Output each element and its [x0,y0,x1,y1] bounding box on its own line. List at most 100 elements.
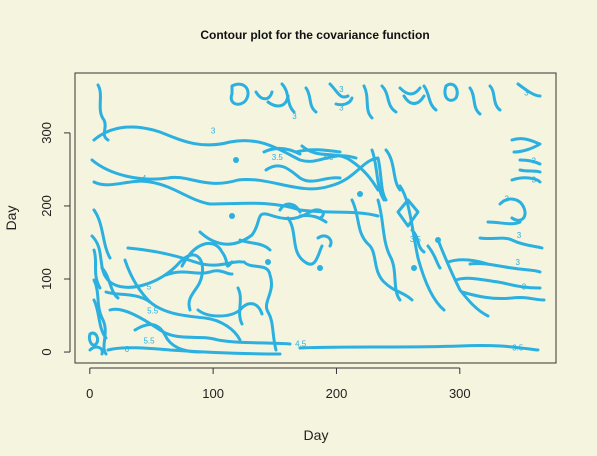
contour-line [106,346,282,356]
contour-line [180,242,234,268]
y-axis: 0 100 200 300 [39,122,71,356]
contour-line [286,216,324,266]
contour-point [229,213,235,219]
contour-line [518,168,542,174]
contour-line [229,82,250,106]
contour-line [362,84,374,120]
contour-line [510,176,542,184]
x-tick-label: 100 [202,386,224,401]
y-axis-title: Day [3,206,19,231]
contour-line [422,84,438,112]
contour-label: 4 [142,174,147,183]
y-tick-label: 0 [39,348,54,355]
contour-line [92,208,112,260]
contour-line [460,290,546,302]
contour-line [298,214,328,224]
contour-line [398,86,422,96]
contour-line [486,220,522,226]
contour-line [92,278,108,356]
contour-line [402,94,426,105]
contour-point [233,157,239,163]
contour-line [100,266,120,300]
contour-line [88,345,104,356]
contour-label: 5.5 [143,336,155,345]
x-axis-title: Day [304,427,329,443]
contour-line [92,248,102,290]
contour-point [411,265,417,271]
contour-line [88,331,100,347]
contour-label: 3 [504,195,509,204]
contour-label: 6 [125,345,130,354]
contour-line [238,238,272,252]
contour-line [436,238,490,318]
contour-line [384,148,402,192]
chart-title: Contour plot for the covariance function [200,28,429,42]
y-tick-label: 200 [39,195,54,217]
contour-line [410,228,426,254]
contour-line [92,298,108,340]
contour-line [196,302,264,318]
contour-label: 3.5 [512,344,524,353]
contour-line [96,83,110,142]
contour-line [90,156,388,202]
contour-line [380,84,398,114]
contour-line [516,82,542,98]
contour-line [294,148,342,154]
contour-label: 3 [517,231,522,240]
x-tick-label: 300 [449,386,471,401]
contour-line [298,343,540,352]
contour-line [518,158,542,166]
contour-label: 3 [522,282,527,291]
contour-label: 3 [292,112,297,121]
contour-line [370,148,386,202]
contour-line [164,269,234,277]
contour-line [304,86,318,114]
contour-line [426,244,442,270]
contour-line [328,82,350,99]
contour-line [278,202,302,214]
contour-point [265,259,271,265]
contour-line [104,290,242,342]
contour-line [198,208,325,246]
x-axis: 0 100 200 300 [86,367,471,401]
contour-line [334,96,354,107]
contour-line [498,197,527,222]
contour-label: 3.5 [272,153,284,162]
contour-label: 3 [524,89,529,98]
contour-point [435,237,441,243]
contour-label: 3 [532,157,537,166]
contour-lines [88,82,546,356]
contour-line [254,90,274,101]
contour-label: 5.5 [147,306,159,315]
x-tick-label: 200 [326,386,348,401]
contour-line [280,82,296,114]
contour-line [108,307,292,346]
contour-point [317,265,323,271]
contour-line [396,198,420,228]
contour-line [468,262,542,274]
contour-line [350,198,414,302]
contour-label: 3.5 [322,153,334,162]
plot-frame [74,72,557,364]
contour-line [92,125,358,163]
contour-line [92,179,380,218]
contour-label: 3 [211,127,216,136]
contour-point [357,191,363,197]
contour-line [468,86,482,116]
contour-label: 3 [339,85,344,94]
contour-line [264,164,342,183]
contour-line [454,276,542,290]
contour-label: 3 [532,176,537,185]
contour-line [242,260,278,352]
contour-line [300,144,380,192]
contour-line [510,137,542,154]
x-tick-label: 0 [86,386,93,401]
y-tick-label: 100 [39,268,54,290]
contour-line [236,286,244,326]
contour-line [376,198,402,302]
contour-label: 4.5 [295,339,307,348]
contour-label: 5 [147,282,152,291]
contour-line [488,84,502,112]
